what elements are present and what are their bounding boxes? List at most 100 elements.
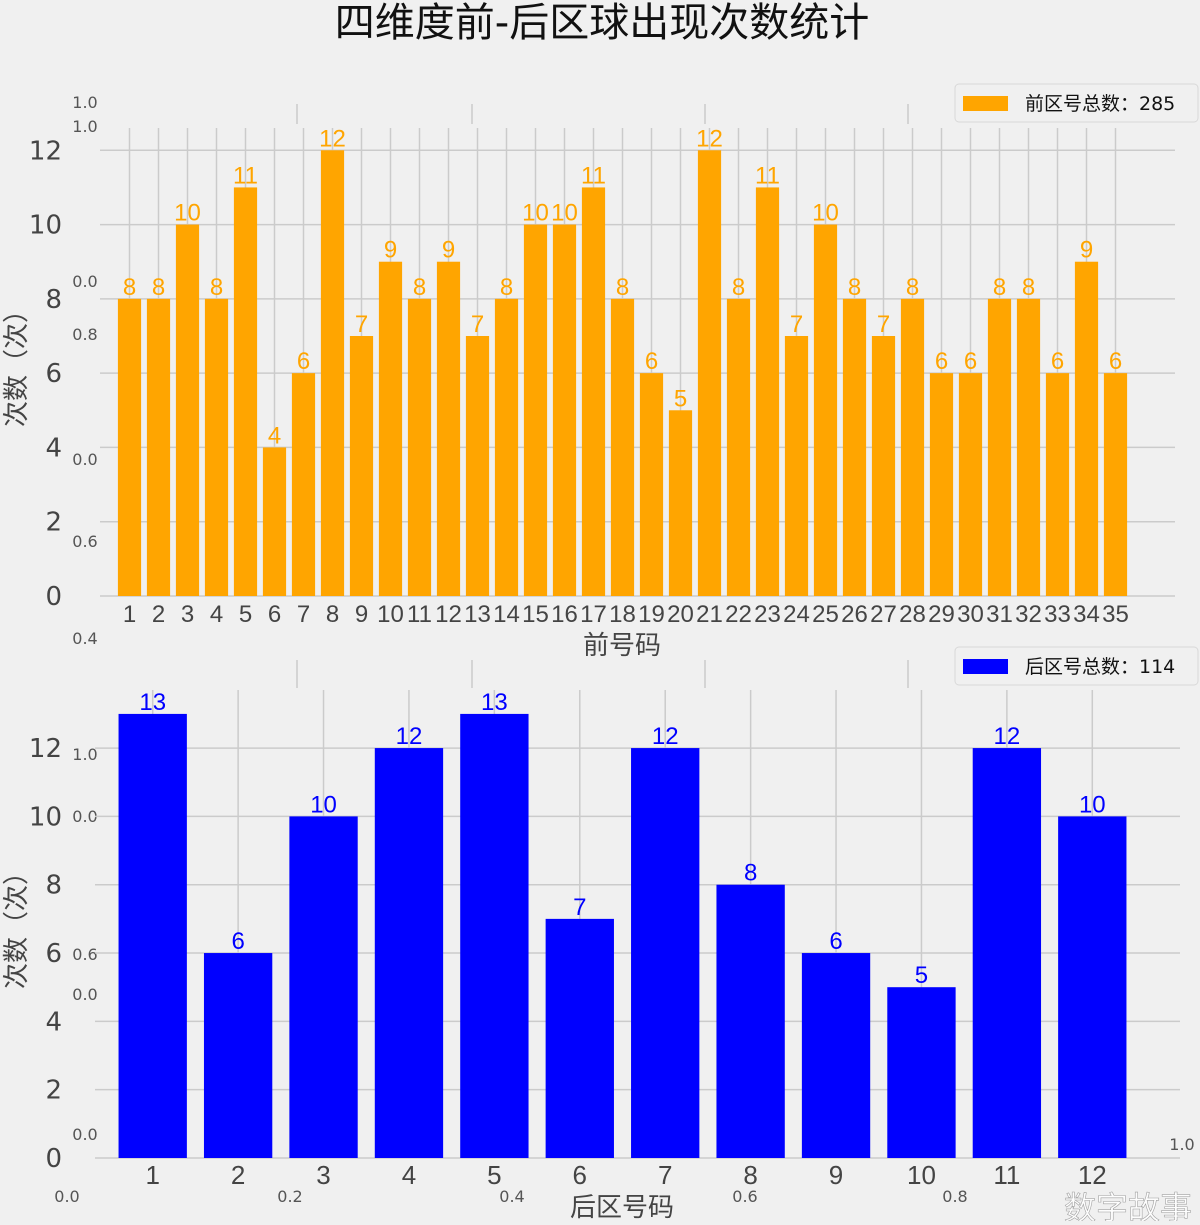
- bar: [407, 298, 432, 596]
- y-axis-label: 次数（次）: [2, 859, 32, 989]
- bar-value-label: 7: [790, 311, 803, 338]
- x-tick-label: 29: [928, 601, 955, 628]
- x-tick-label: 27: [870, 601, 897, 628]
- x-tick-label: 12: [435, 601, 462, 628]
- bar: [1074, 261, 1099, 596]
- x-tick-label: 11: [407, 601, 432, 628]
- x-tick-label: 2: [231, 1160, 245, 1190]
- y-tick-label: 6: [45, 939, 62, 969]
- legend-swatch: [963, 96, 1008, 111]
- bar: [842, 298, 867, 596]
- bar-value-label: 12: [396, 723, 423, 750]
- y-tick-label: 10: [29, 802, 62, 832]
- bar: [291, 373, 316, 596]
- ghost-tick-label: 0.4: [72, 629, 97, 648]
- bar-value-label: 9: [1080, 237, 1093, 264]
- bar: [929, 373, 954, 596]
- bar: [697, 150, 722, 597]
- bar-value-label: 8: [993, 274, 1006, 301]
- bar: [378, 261, 403, 596]
- x-tick-label: 5: [487, 1160, 501, 1190]
- bar: [349, 336, 374, 596]
- x-tick-label: 20: [667, 601, 694, 628]
- x-tick-label: 6: [268, 601, 281, 628]
- bar-value-label: 8: [1022, 274, 1035, 301]
- bar-value-label: 7: [355, 311, 368, 338]
- bar-value-label: 6: [829, 928, 842, 955]
- bar-value-label: 6: [964, 348, 977, 375]
- x-tick-label: 22: [725, 601, 752, 628]
- y-tick-label: 2: [45, 1076, 62, 1106]
- ghost-tick-label: 1.0: [1169, 1135, 1194, 1154]
- legend-swatch: [963, 659, 1008, 674]
- bar-value-label: 5: [674, 385, 687, 412]
- x-tick-label: 3: [181, 601, 194, 628]
- bar: [887, 987, 956, 1158]
- bar-value-label: 12: [319, 125, 346, 152]
- x-tick-label: 9: [829, 1160, 843, 1190]
- bar: [668, 410, 693, 596]
- bar-value-label: 6: [1109, 348, 1122, 375]
- ghost-tick-label: 0.0: [72, 1125, 97, 1144]
- ghost-tick-label: 0.6: [72, 945, 97, 964]
- x-tick-label: 13: [464, 601, 491, 628]
- bar-value-label: 9: [384, 237, 397, 264]
- ghost-tick-label: 1.0: [72, 745, 97, 764]
- legend-box: [954, 83, 1199, 123]
- bar: [972, 748, 1042, 1158]
- x-tick-label: 11: [993, 1160, 1020, 1190]
- bar: [436, 261, 461, 596]
- x-tick-label: 4: [402, 1160, 416, 1190]
- x-tick-label: 34: [1073, 601, 1100, 628]
- x-tick-label: 8: [326, 601, 339, 628]
- bar-value-label: 10: [1079, 791, 1106, 818]
- x-tick-label: 10: [907, 1160, 936, 1190]
- y-tick-label: 4: [45, 433, 62, 463]
- bar: [289, 816, 358, 1158]
- x-tick-label: 17: [580, 601, 607, 628]
- x-tick-label: 18: [609, 601, 636, 628]
- x-tick-label: 25: [812, 601, 839, 628]
- bar: [545, 918, 614, 1158]
- y-tick-label: 2: [45, 508, 62, 538]
- bar: [610, 298, 635, 596]
- bar: [958, 373, 983, 596]
- x-tick-label: 23: [754, 601, 781, 628]
- y-tick-label: 6: [45, 359, 62, 389]
- legend-box: [954, 646, 1199, 686]
- bar-value-label: 8: [152, 274, 165, 301]
- bar: [374, 748, 444, 1158]
- x-tick-label: 30: [957, 601, 984, 628]
- bar: [465, 336, 490, 596]
- bar-value-label: 8: [744, 860, 757, 887]
- bar-value-label: 5: [915, 962, 928, 989]
- bar: [203, 953, 273, 1158]
- bar-value-label: 10: [174, 200, 201, 227]
- bar: [639, 373, 664, 596]
- x-tick-label: 24: [783, 601, 810, 628]
- ghost-tick-label: 0.6: [72, 532, 97, 551]
- ghost-tick-label: 0.0: [72, 985, 97, 1004]
- bar-value-label: 11: [581, 162, 606, 189]
- bar: [1016, 298, 1041, 596]
- bar-value-label: 6: [645, 348, 658, 375]
- ghost-tick-label: 0.0: [72, 272, 97, 291]
- bar-value-label: 10: [551, 200, 578, 227]
- bar-value-label: 7: [573, 894, 586, 921]
- bar-value-label: 6: [231, 928, 244, 955]
- bar-value-label: 8: [616, 274, 629, 301]
- bar: [552, 224, 577, 597]
- bar-value-label: 11: [233, 162, 258, 189]
- x-tick-label: 1: [145, 1160, 159, 1190]
- bar-value-label: 4: [268, 422, 281, 449]
- bar-value-label: 6: [297, 348, 310, 375]
- x-tick-label: 28: [899, 601, 926, 628]
- bar: [784, 336, 809, 596]
- bar: [118, 713, 187, 1158]
- x-tick-label: 2: [152, 601, 165, 628]
- ghost-tick-label: 0.8: [72, 325, 97, 344]
- ghost-tick-label: 0.2: [277, 1187, 302, 1206]
- bar: [146, 298, 171, 596]
- x-tick-label: 35: [1102, 601, 1129, 628]
- bar-value-label: 8: [210, 274, 223, 301]
